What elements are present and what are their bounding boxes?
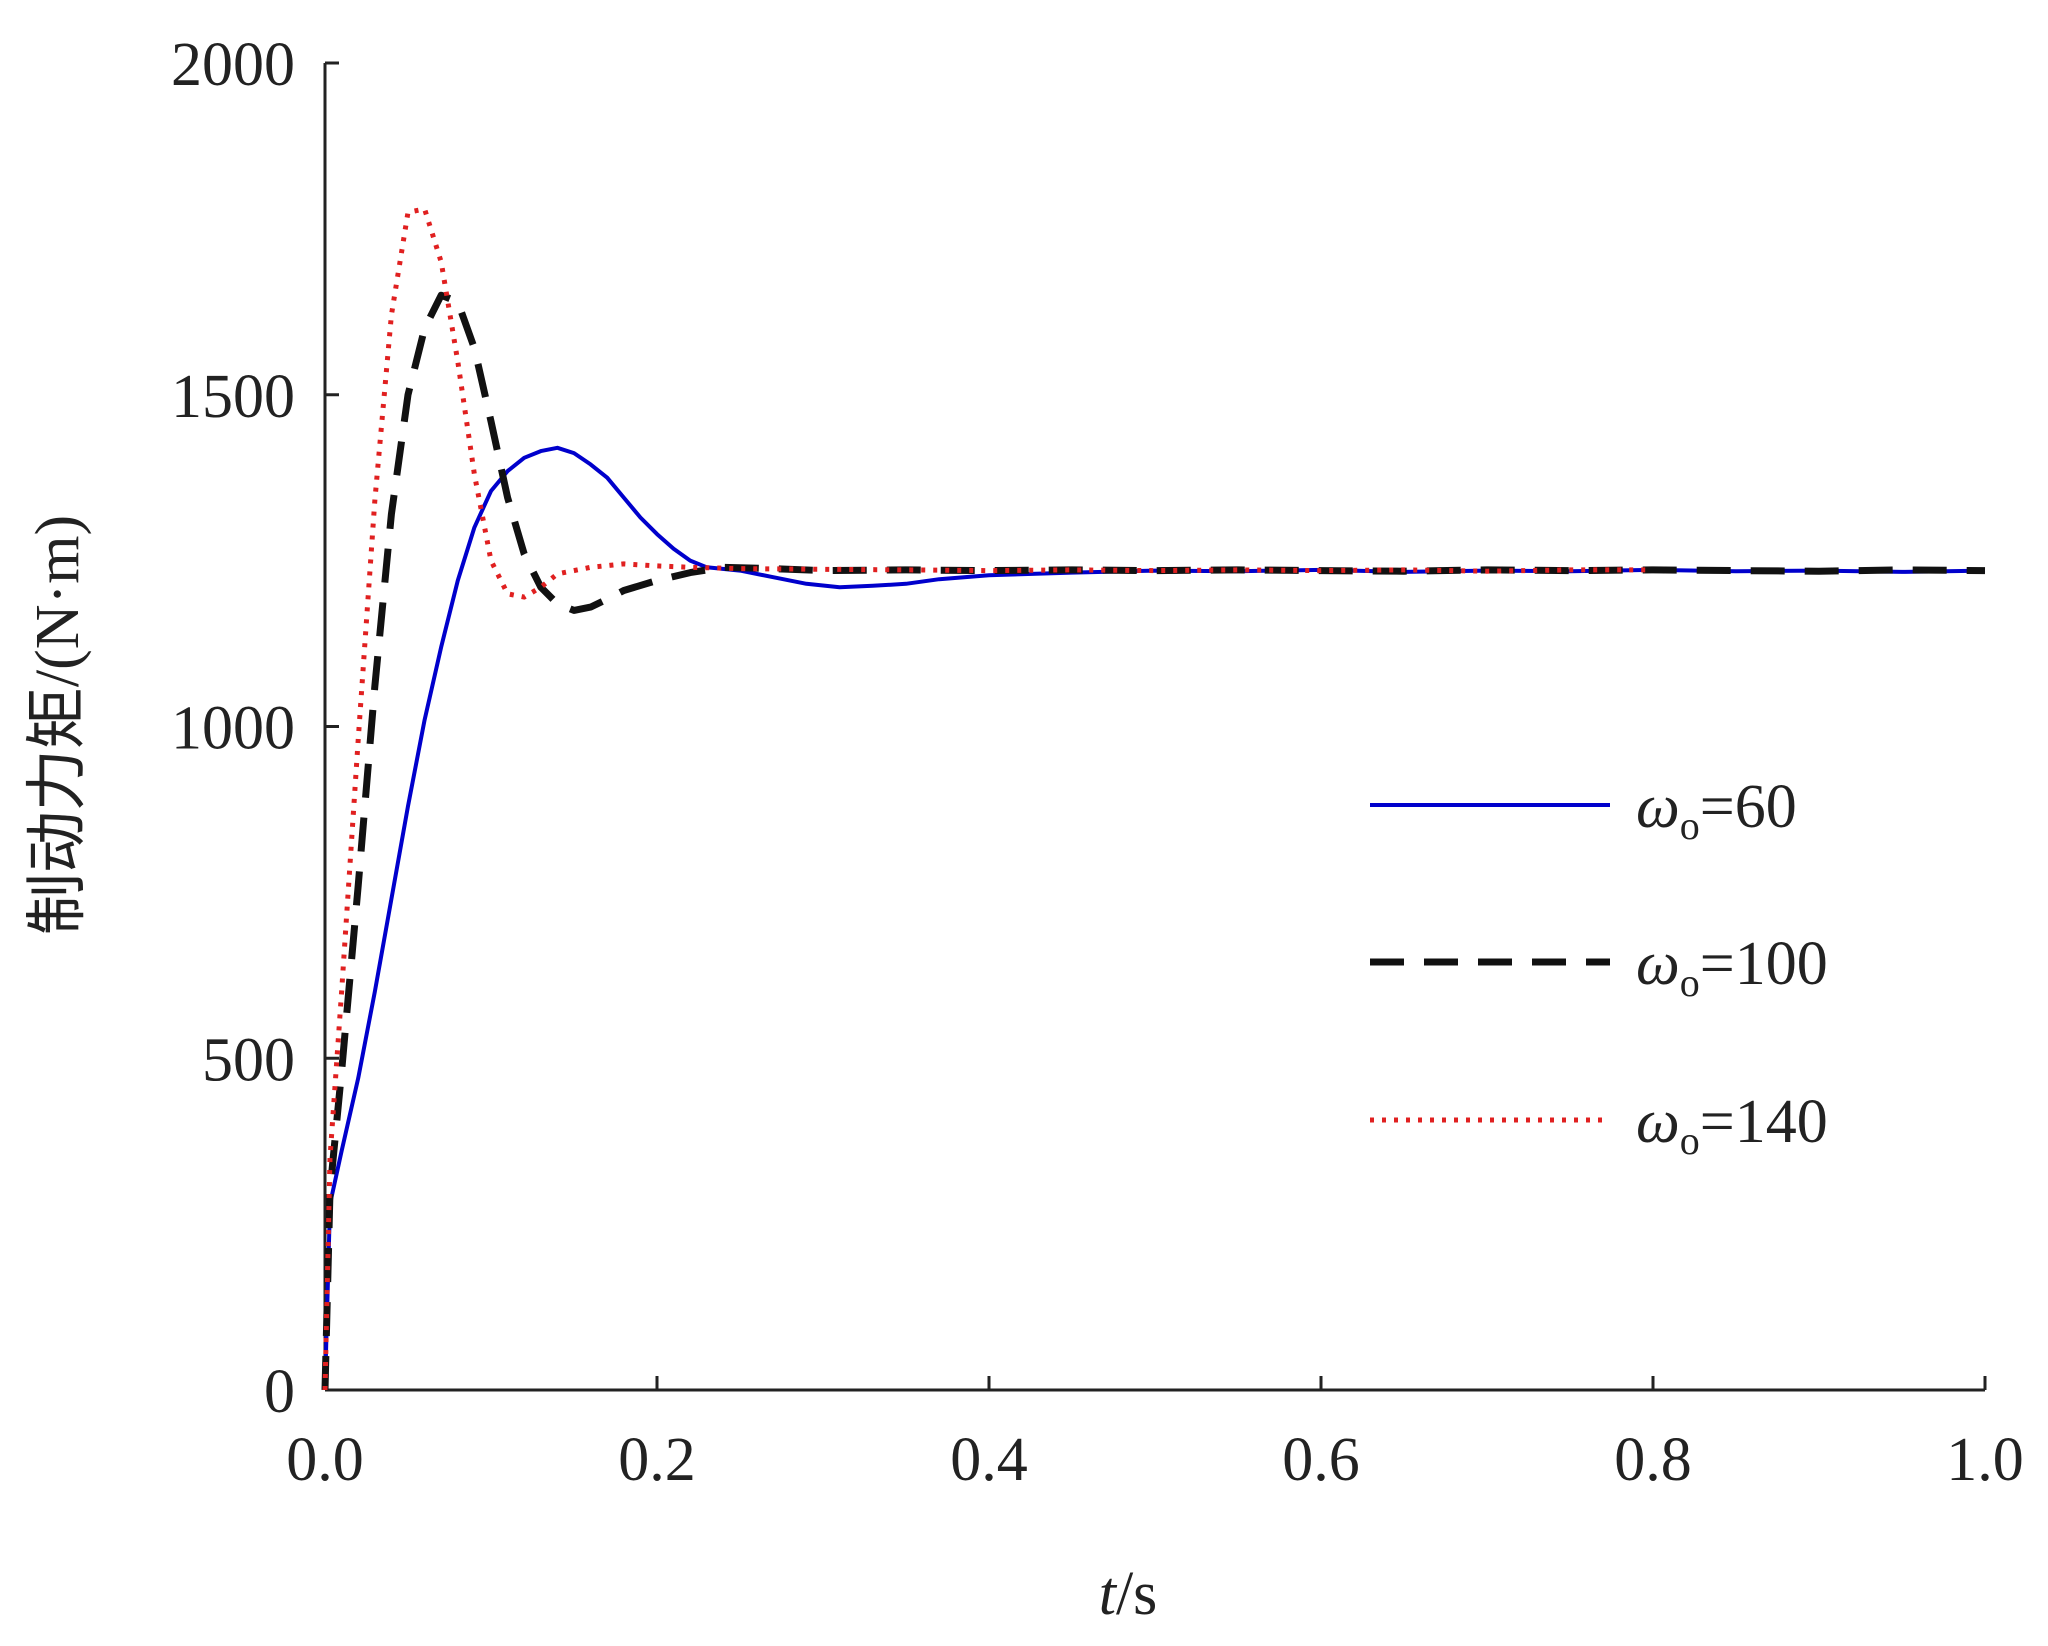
legend-label-2: ωo=140 bbox=[1636, 1088, 1828, 1163]
legend-symbol: ω bbox=[1636, 773, 1680, 841]
series-line-2 bbox=[322, 206, 1653, 1391]
series-line-1 bbox=[321, 291, 1986, 1391]
x-tick-label: 0.2 bbox=[618, 1426, 696, 1494]
legend-subscript: o bbox=[1680, 803, 1700, 848]
series-layer bbox=[321, 206, 1986, 1391]
legend-value: =100 bbox=[1700, 930, 1828, 998]
legend-subscript: o bbox=[1680, 1118, 1700, 1163]
y-axis-title: 制动力矩/(N·m) bbox=[24, 515, 92, 935]
legend-value: =140 bbox=[1700, 1088, 1828, 1156]
x-axis-var: t bbox=[1099, 1560, 1118, 1628]
x-axis-unit: /s bbox=[1116, 1560, 1157, 1628]
series-line-0 bbox=[323, 445, 1986, 1391]
x-tick-label: 1.0 bbox=[1946, 1426, 2024, 1494]
axes: 0 500 1000 1500 2000 0.0 0.2 0.4 0.6 0.8 1.0 bbox=[171, 31, 2024, 1494]
x-tick-label: 0.0 bbox=[286, 1426, 364, 1494]
legend-symbol: ω bbox=[1636, 1088, 1680, 1156]
legend-symbol: ω bbox=[1636, 930, 1680, 998]
legend-label-1: ωo=100 bbox=[1636, 930, 1828, 1005]
x-tick-label: 0.6 bbox=[1282, 1426, 1360, 1494]
legend-subscript: o bbox=[1680, 960, 1700, 1005]
y-tick-label: 2000 bbox=[171, 31, 295, 99]
y-tick-label: 0 bbox=[264, 1358, 295, 1426]
y-tick-label: 500 bbox=[202, 1026, 295, 1094]
x-tick-label: 0.8 bbox=[1614, 1426, 1692, 1494]
y-tick-label: 1500 bbox=[171, 363, 295, 431]
x-tick-label: 0.4 bbox=[950, 1426, 1028, 1494]
legend-label-0: ωo=60 bbox=[1636, 773, 1797, 848]
y-tick-label: 1000 bbox=[171, 695, 295, 763]
legend-value: =60 bbox=[1700, 773, 1797, 841]
x-axis-title: t/s bbox=[1099, 1560, 1158, 1628]
